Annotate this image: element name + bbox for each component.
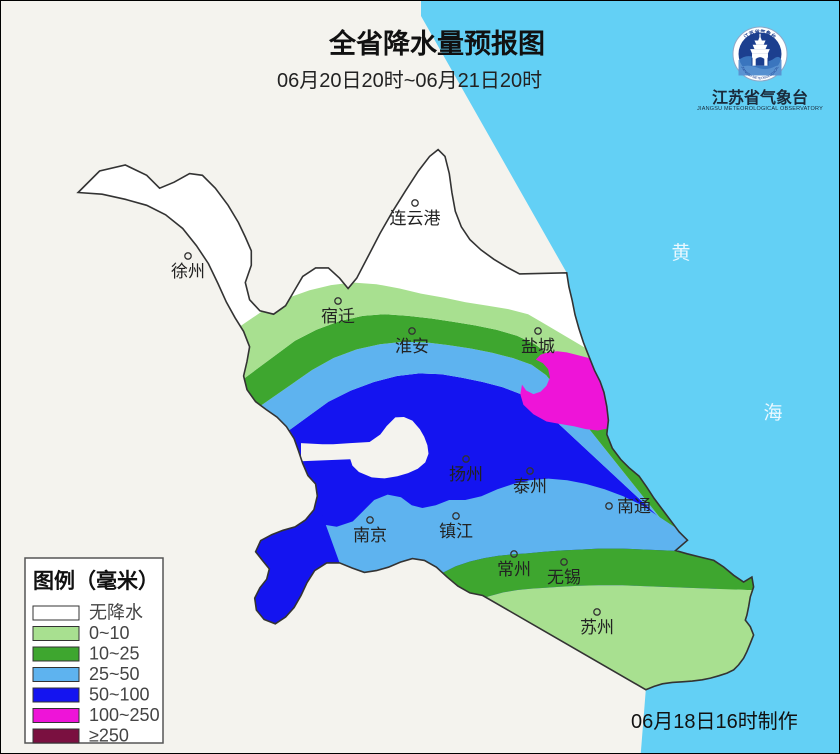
svg-text:06月18日16时制作: 06月18日16时制作 — [631, 710, 798, 733]
svg-text:江苏省气象台: 江苏省气象台 — [712, 88, 808, 107]
svg-text:无降水: 无降水 — [89, 603, 143, 623]
svg-text:苏州: 苏州 — [580, 618, 614, 637]
svg-text:黄: 黄 — [671, 242, 690, 264]
svg-text:25~50: 25~50 — [89, 664, 140, 684]
svg-text:宿迁: 宿迁 — [321, 307, 355, 326]
svg-text:南通: 南通 — [617, 497, 651, 516]
svg-text:徐州: 徐州 — [171, 262, 205, 281]
svg-text:JIANGSU METEOROLOGICAL OBSERVA: JIANGSU METEOROLOGICAL OBSERVATORY — [697, 106, 823, 112]
svg-text:海: 海 — [763, 402, 782, 424]
svg-text:06月20日20时~06月21日20时: 06月20日20时~06月21日20时 — [277, 69, 542, 92]
svg-text:100~250: 100~250 — [89, 705, 160, 725]
svg-text:扬州: 扬州 — [449, 465, 483, 484]
svg-text:盐城: 盐城 — [521, 337, 555, 356]
svg-text:淮安: 淮安 — [395, 337, 429, 356]
svg-text:无锡: 无锡 — [547, 568, 581, 587]
svg-text:10~25: 10~25 — [89, 644, 140, 664]
svg-text:≥250: ≥250 — [89, 726, 129, 746]
svg-text:连云港: 连云港 — [390, 209, 441, 228]
svg-text:南京: 南京 — [353, 526, 387, 545]
svg-text:镇江: 镇江 — [439, 522, 473, 541]
svg-text:50~100: 50~100 — [89, 685, 150, 705]
svg-text:常州: 常州 — [497, 560, 531, 579]
svg-text:泰州: 泰州 — [513, 477, 547, 496]
svg-text:图例（毫米）: 图例（毫米） — [33, 569, 159, 593]
svg-text:全省降水量预报图: 全省降水量预报图 — [328, 28, 545, 59]
svg-text:0~10: 0~10 — [89, 623, 130, 643]
